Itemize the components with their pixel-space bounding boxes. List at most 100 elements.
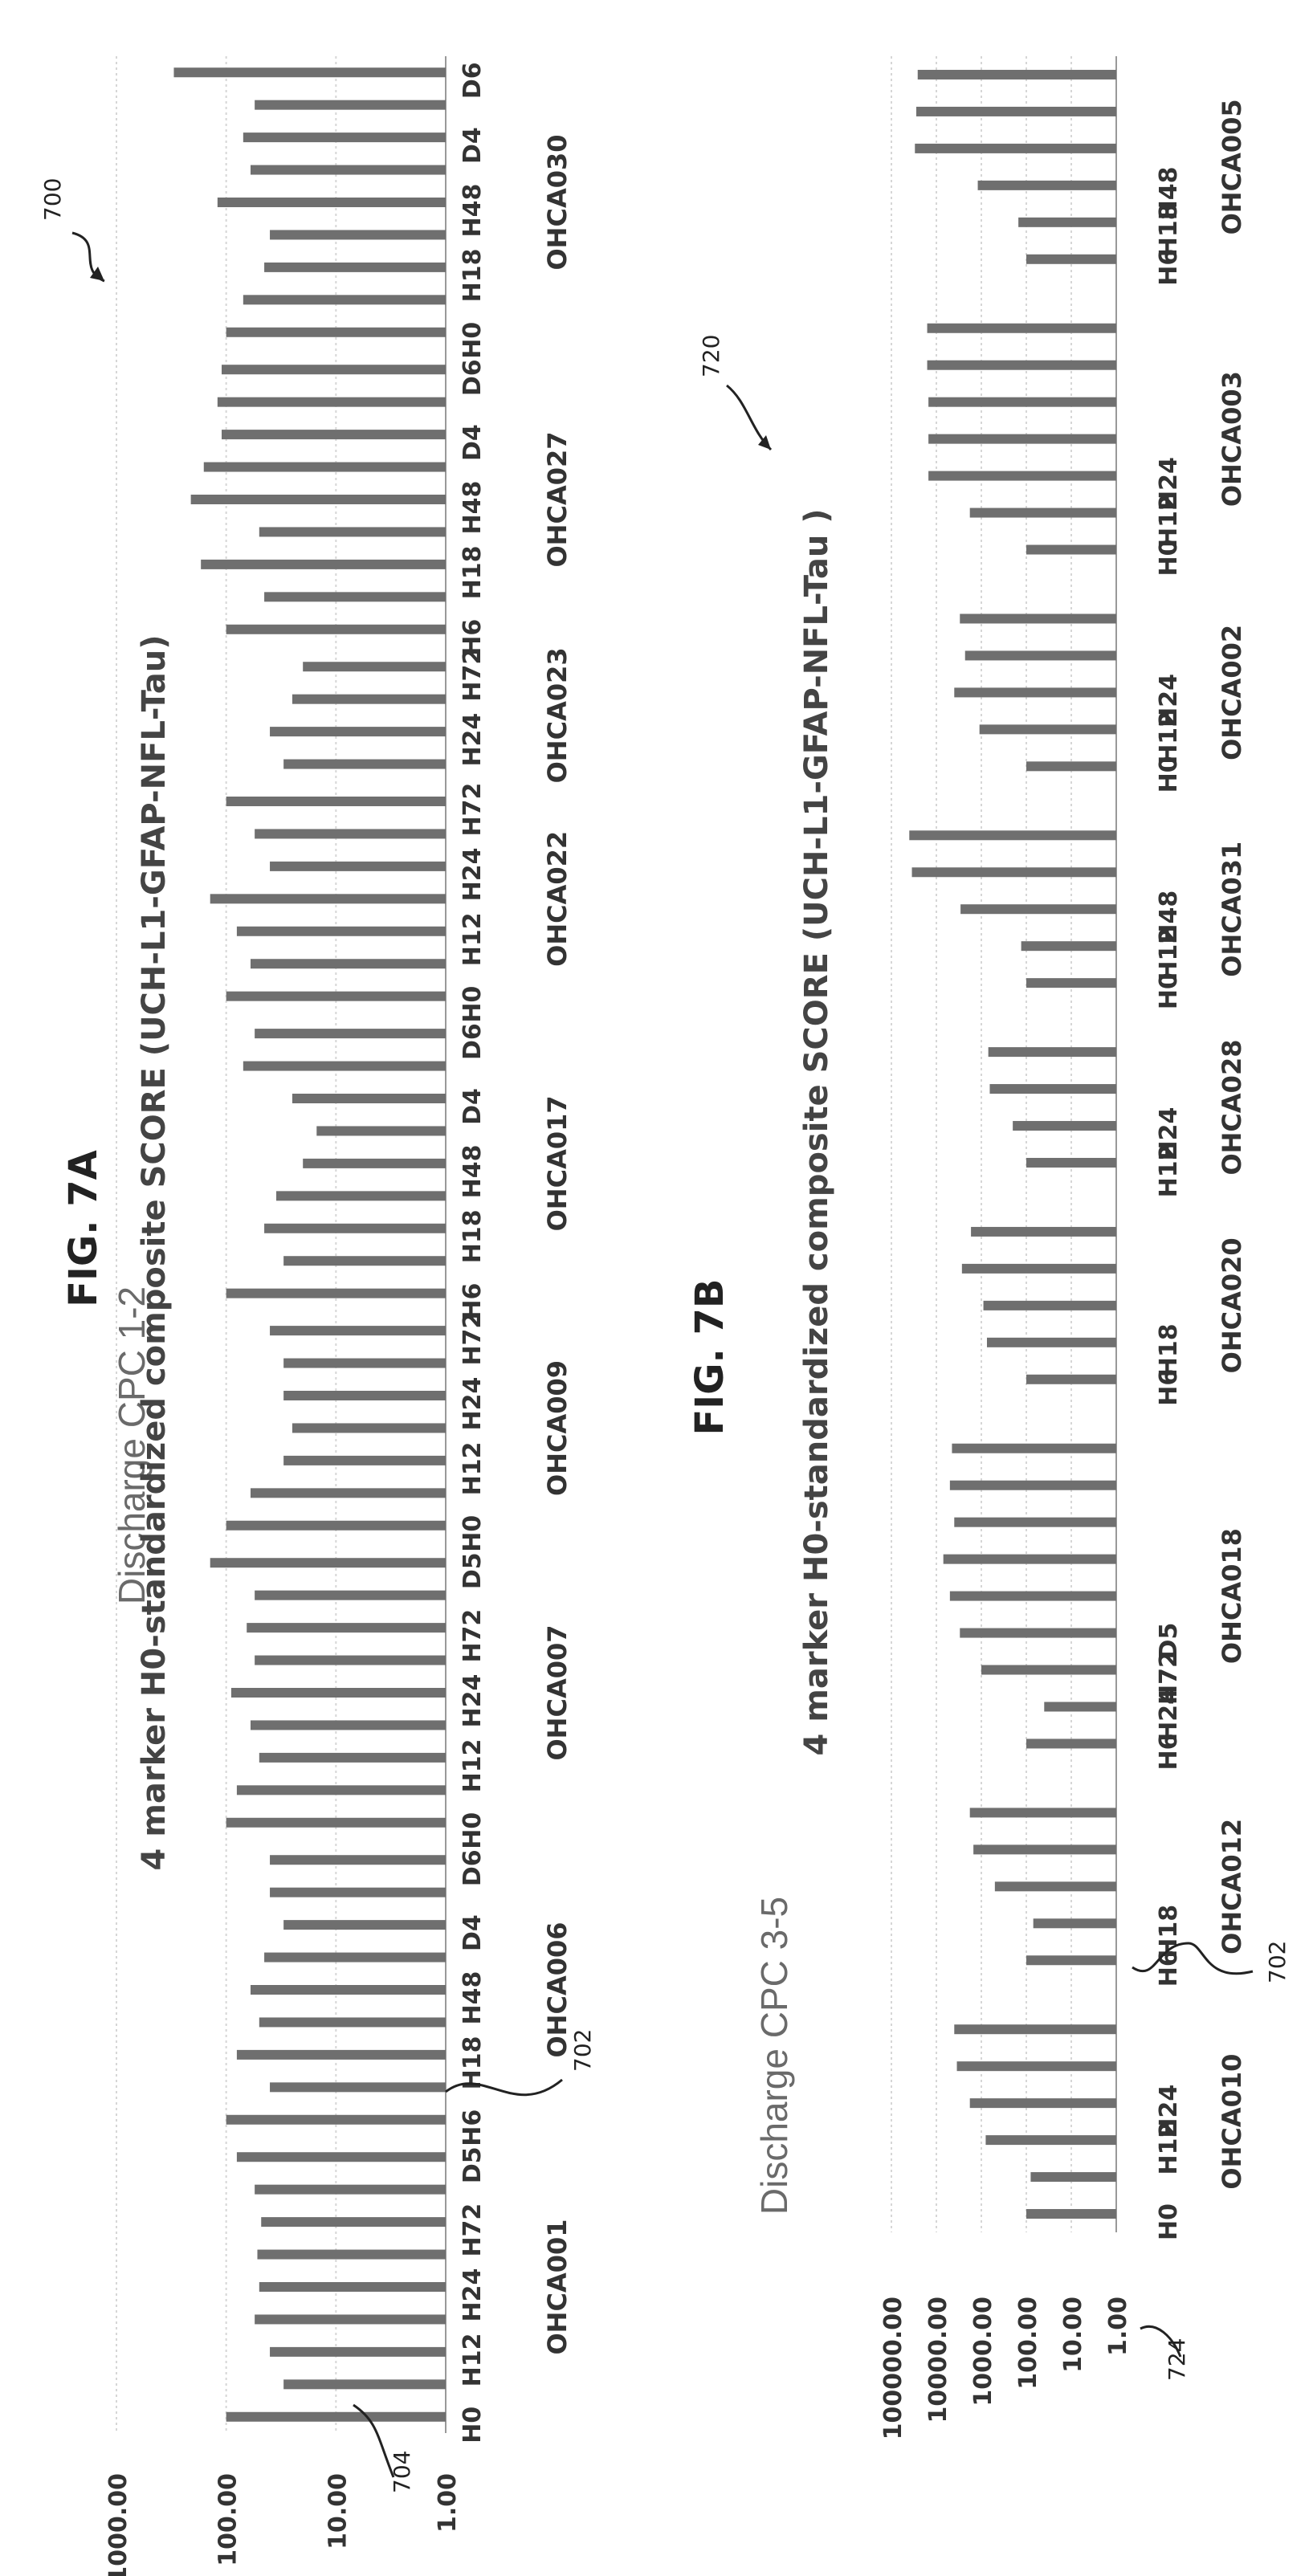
- bar: [960, 613, 1116, 624]
- bar: [989, 1084, 1116, 1094]
- bar: [954, 2024, 1116, 2035]
- bar: [226, 797, 446, 806]
- bar: [954, 687, 1116, 698]
- bar: [250, 1985, 446, 1995]
- bar: [275, 1191, 446, 1201]
- chart-7b-tick-labels: 1.00 10.00 100.00 1000.00 10000.00 100000.00: [879, 2297, 1132, 2439]
- bar: [255, 100, 446, 110]
- bar: [210, 1558, 446, 1568]
- ref-702-a-leader: [445, 2078, 563, 2097]
- bar: [1026, 1157, 1116, 1168]
- group-label: OHCA007: [542, 1624, 573, 1760]
- bar: [960, 904, 1116, 915]
- category-label: H12: [459, 1738, 487, 1792]
- category-label: H24: [1155, 674, 1183, 728]
- category-label: D6: [459, 1849, 487, 1886]
- category-label: H0: [459, 2407, 487, 2444]
- group-label: OHCA028: [1217, 1040, 1247, 1176]
- category-label: H0: [459, 322, 487, 359]
- bar: [977, 180, 1116, 190]
- bar: [217, 198, 446, 207]
- category-label: H12: [1155, 711, 1183, 764]
- bar: [973, 1844, 1116, 1855]
- bar: [203, 462, 446, 472]
- category-label: H0: [459, 1515, 487, 1552]
- bar: [226, 1817, 446, 1828]
- category-label: H6: [459, 1283, 487, 1320]
- bar: [981, 1665, 1116, 1675]
- bar: [949, 1480, 1116, 1490]
- bar: [270, 1855, 446, 1865]
- bar: [283, 1256, 446, 1266]
- group-label: OHCA006: [542, 1922, 573, 2057]
- category-label: H24: [459, 1674, 487, 1728]
- bar: [226, 1520, 446, 1531]
- bar: [1026, 544, 1116, 555]
- chart-7a-subtitle: Discharge CPC 1-2: [111, 1286, 153, 1604]
- bar: [222, 430, 446, 440]
- bar: [257, 2249, 446, 2260]
- group-label: OHCA023: [542, 647, 573, 783]
- bar: [261, 2217, 446, 2228]
- bar: [226, 2411, 446, 2422]
- category-label: H12: [1155, 2122, 1183, 2175]
- category-label: H6: [1155, 1733, 1183, 1770]
- bar: [222, 365, 446, 375]
- group-label: OHCA012: [1217, 1819, 1247, 1954]
- bar: [292, 1094, 446, 1103]
- chart-7b-grid: [891, 56, 1117, 2232]
- group-label: OHCA020: [1217, 1237, 1247, 1373]
- bar: [250, 1488, 446, 1498]
- y-tick-label: 1.00: [1104, 2297, 1132, 2356]
- category-label: H48: [459, 1971, 487, 2025]
- bar: [255, 2314, 446, 2325]
- bar: [255, 1655, 446, 1665]
- bar: [1026, 1738, 1116, 1749]
- bar: [969, 2098, 1116, 2109]
- bar: [988, 1047, 1116, 1058]
- category-label: D4: [459, 1914, 487, 1951]
- ref-702-a: 702: [569, 2029, 596, 2072]
- chart-7b-bars: [909, 69, 1116, 2219]
- group-label: OHCA003: [1217, 371, 1247, 507]
- category-label: H72: [459, 1609, 487, 1663]
- category-label: H18: [1155, 203, 1183, 257]
- chart-7a-title: 4 marker H0-standardized composite SCORE…: [136, 634, 173, 1870]
- ref-704: 704: [389, 2451, 415, 2493]
- group-label: OHCA022: [542, 831, 573, 967]
- bar: [259, 2282, 446, 2292]
- category-label: H24: [459, 847, 487, 901]
- chart-7b-category-labels: H0H12H24H6H18H6H24H72D5H6H18H12H24H0H12H…: [1155, 166, 1183, 2240]
- bar: [303, 662, 446, 672]
- bar: [243, 1061, 446, 1071]
- category-label: H0: [1155, 2203, 1183, 2240]
- category-label: H12: [459, 912, 487, 966]
- fig-7a-label: FIG. 7A: [61, 1150, 106, 1307]
- bar: [1018, 217, 1116, 227]
- category-label: H24: [1155, 1107, 1183, 1161]
- bar: [985, 2135, 1116, 2146]
- bar: [961, 1263, 1116, 1274]
- bar: [259, 527, 446, 537]
- bar: [226, 327, 446, 337]
- ref-700-arrowhead: [90, 267, 104, 281]
- bar: [283, 1920, 446, 1930]
- category-label: H72: [459, 1312, 487, 1366]
- bar: [909, 830, 1116, 841]
- bar: [250, 165, 446, 175]
- bar: [270, 2346, 446, 2357]
- bar: [236, 1785, 446, 1795]
- category-label: H24: [1155, 1688, 1183, 1742]
- y-tick-label: 1.00: [434, 2473, 462, 2533]
- bar: [190, 495, 446, 504]
- y-tick-label: 1000.00: [969, 2297, 997, 2407]
- bar: [226, 624, 446, 634]
- category-label: H0: [1155, 756, 1183, 793]
- chart-7b: H0H12H24H6H18H6H24H72D5H6H18H12H24H0H12H…: [687, 56, 1291, 2439]
- bar: [1026, 1374, 1116, 1384]
- ref-720: 720: [698, 335, 724, 377]
- bar: [915, 143, 1116, 153]
- category-label: H72: [459, 648, 487, 702]
- group-label: OHCA009: [542, 1360, 573, 1496]
- bar: [979, 724, 1116, 735]
